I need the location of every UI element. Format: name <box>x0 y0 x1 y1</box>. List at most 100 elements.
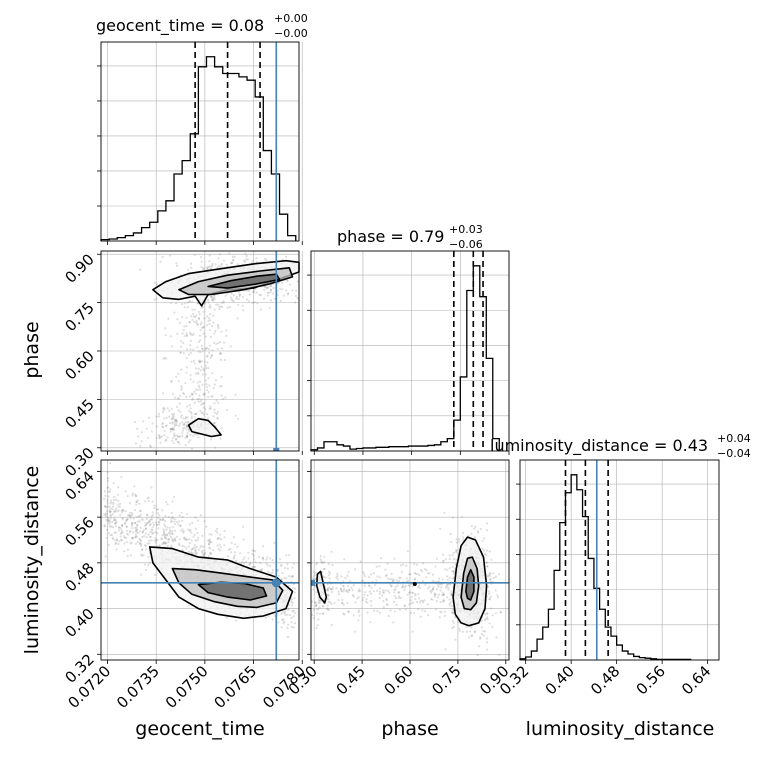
scatter-point <box>171 422 174 425</box>
scatter-point <box>202 553 205 556</box>
scatter-point <box>232 557 236 560</box>
scatter-point <box>432 588 435 591</box>
scatter-point <box>212 415 215 418</box>
scatter-point <box>248 293 251 296</box>
scatter-point <box>189 378 192 381</box>
scatter-point <box>439 601 442 604</box>
scatter-point <box>228 252 231 255</box>
scatter-point <box>211 395 214 398</box>
scatter-point <box>174 518 177 521</box>
scatter-point <box>349 579 352 582</box>
scatter-point <box>199 323 202 326</box>
scatter-point <box>177 397 180 400</box>
scatter-point <box>372 572 375 575</box>
scatter-point <box>155 415 158 418</box>
scatter-point <box>170 520 173 524</box>
scatter-point <box>497 573 501 576</box>
scatter-point <box>166 407 169 410</box>
scatter-point <box>174 396 177 399</box>
scatter-point <box>236 417 240 420</box>
scatter-point <box>109 513 112 516</box>
title-luminosity-distance-minus: −0.04 <box>717 447 751 460</box>
scatter-point <box>425 569 428 572</box>
scatter-point <box>244 260 247 263</box>
scatter-point <box>202 402 205 405</box>
scatter-point <box>219 549 222 552</box>
scatter-point <box>190 539 193 542</box>
scatter-point <box>450 590 453 593</box>
scatter-point <box>209 552 212 555</box>
scatter-point <box>170 418 173 421</box>
scatter-point <box>245 298 248 301</box>
scatter-point <box>161 537 164 540</box>
scatter-point <box>218 341 222 344</box>
scatter-point <box>352 584 355 587</box>
scatter-point <box>164 533 167 536</box>
scatter-point <box>212 299 215 302</box>
scatter-point <box>224 396 227 399</box>
scatter-point <box>184 444 187 447</box>
frame-phase-1d <box>310 250 510 452</box>
scatter-point <box>114 539 117 542</box>
scatter-point <box>216 417 219 420</box>
scatter-point <box>280 578 283 581</box>
scatter-point <box>111 537 115 541</box>
scatter-point <box>242 538 245 541</box>
scatter-point <box>106 477 110 480</box>
scatter-point <box>230 292 233 295</box>
scatter-point <box>164 542 168 545</box>
scatter-point <box>242 309 245 312</box>
scatter-point <box>107 519 110 522</box>
scatter-point <box>178 520 181 523</box>
scatter-point <box>326 583 329 586</box>
scatter-point <box>139 530 142 533</box>
scatter-point <box>167 538 170 541</box>
scatter-point <box>192 535 195 538</box>
scatter-point <box>346 585 350 588</box>
scatter-point <box>123 536 126 540</box>
scatter-point <box>246 258 249 261</box>
scatter-point <box>418 584 421 587</box>
scatter-point <box>271 559 274 562</box>
scatter-point <box>175 437 178 441</box>
scatter-point <box>169 427 172 430</box>
scatter-point <box>487 590 491 593</box>
scatter-point <box>173 421 176 424</box>
scatter-point <box>206 267 209 270</box>
scatter-point <box>204 373 207 376</box>
scatter-point <box>208 313 212 316</box>
scatter-point <box>213 308 216 311</box>
title-geocent-time-plus: +0.00 <box>274 12 308 25</box>
scatter-point <box>149 445 152 448</box>
scatter-point <box>187 421 190 424</box>
scatter-point <box>495 636 498 639</box>
scatter-point <box>279 299 282 302</box>
scatter-point <box>119 513 122 517</box>
scatter-point <box>119 502 122 505</box>
scatter-point <box>452 551 455 554</box>
scatter-point <box>385 597 388 601</box>
scatter-point <box>451 569 454 573</box>
scatter-point <box>121 524 124 527</box>
scatter-point <box>196 302 199 305</box>
scatter-point <box>473 536 477 539</box>
scatter-point <box>192 348 195 351</box>
scatter-point <box>117 509 120 512</box>
scatter-point <box>329 601 332 604</box>
scatter-point <box>177 440 180 444</box>
scatter-point <box>179 422 182 425</box>
scatter-point <box>164 334 167 337</box>
scatter-point <box>343 613 346 616</box>
scatter-point <box>488 550 491 553</box>
scatter-point <box>210 265 213 268</box>
scatter-point <box>173 537 176 540</box>
scatter-point <box>402 585 405 588</box>
scatter-point <box>171 540 175 543</box>
scatter-point <box>202 332 205 335</box>
scatter-point <box>458 629 462 632</box>
scatter-point <box>123 535 126 538</box>
scatter-point <box>292 626 295 629</box>
scatter-point <box>329 588 332 591</box>
scatter-point <box>272 292 275 295</box>
scatter-point <box>404 584 407 587</box>
